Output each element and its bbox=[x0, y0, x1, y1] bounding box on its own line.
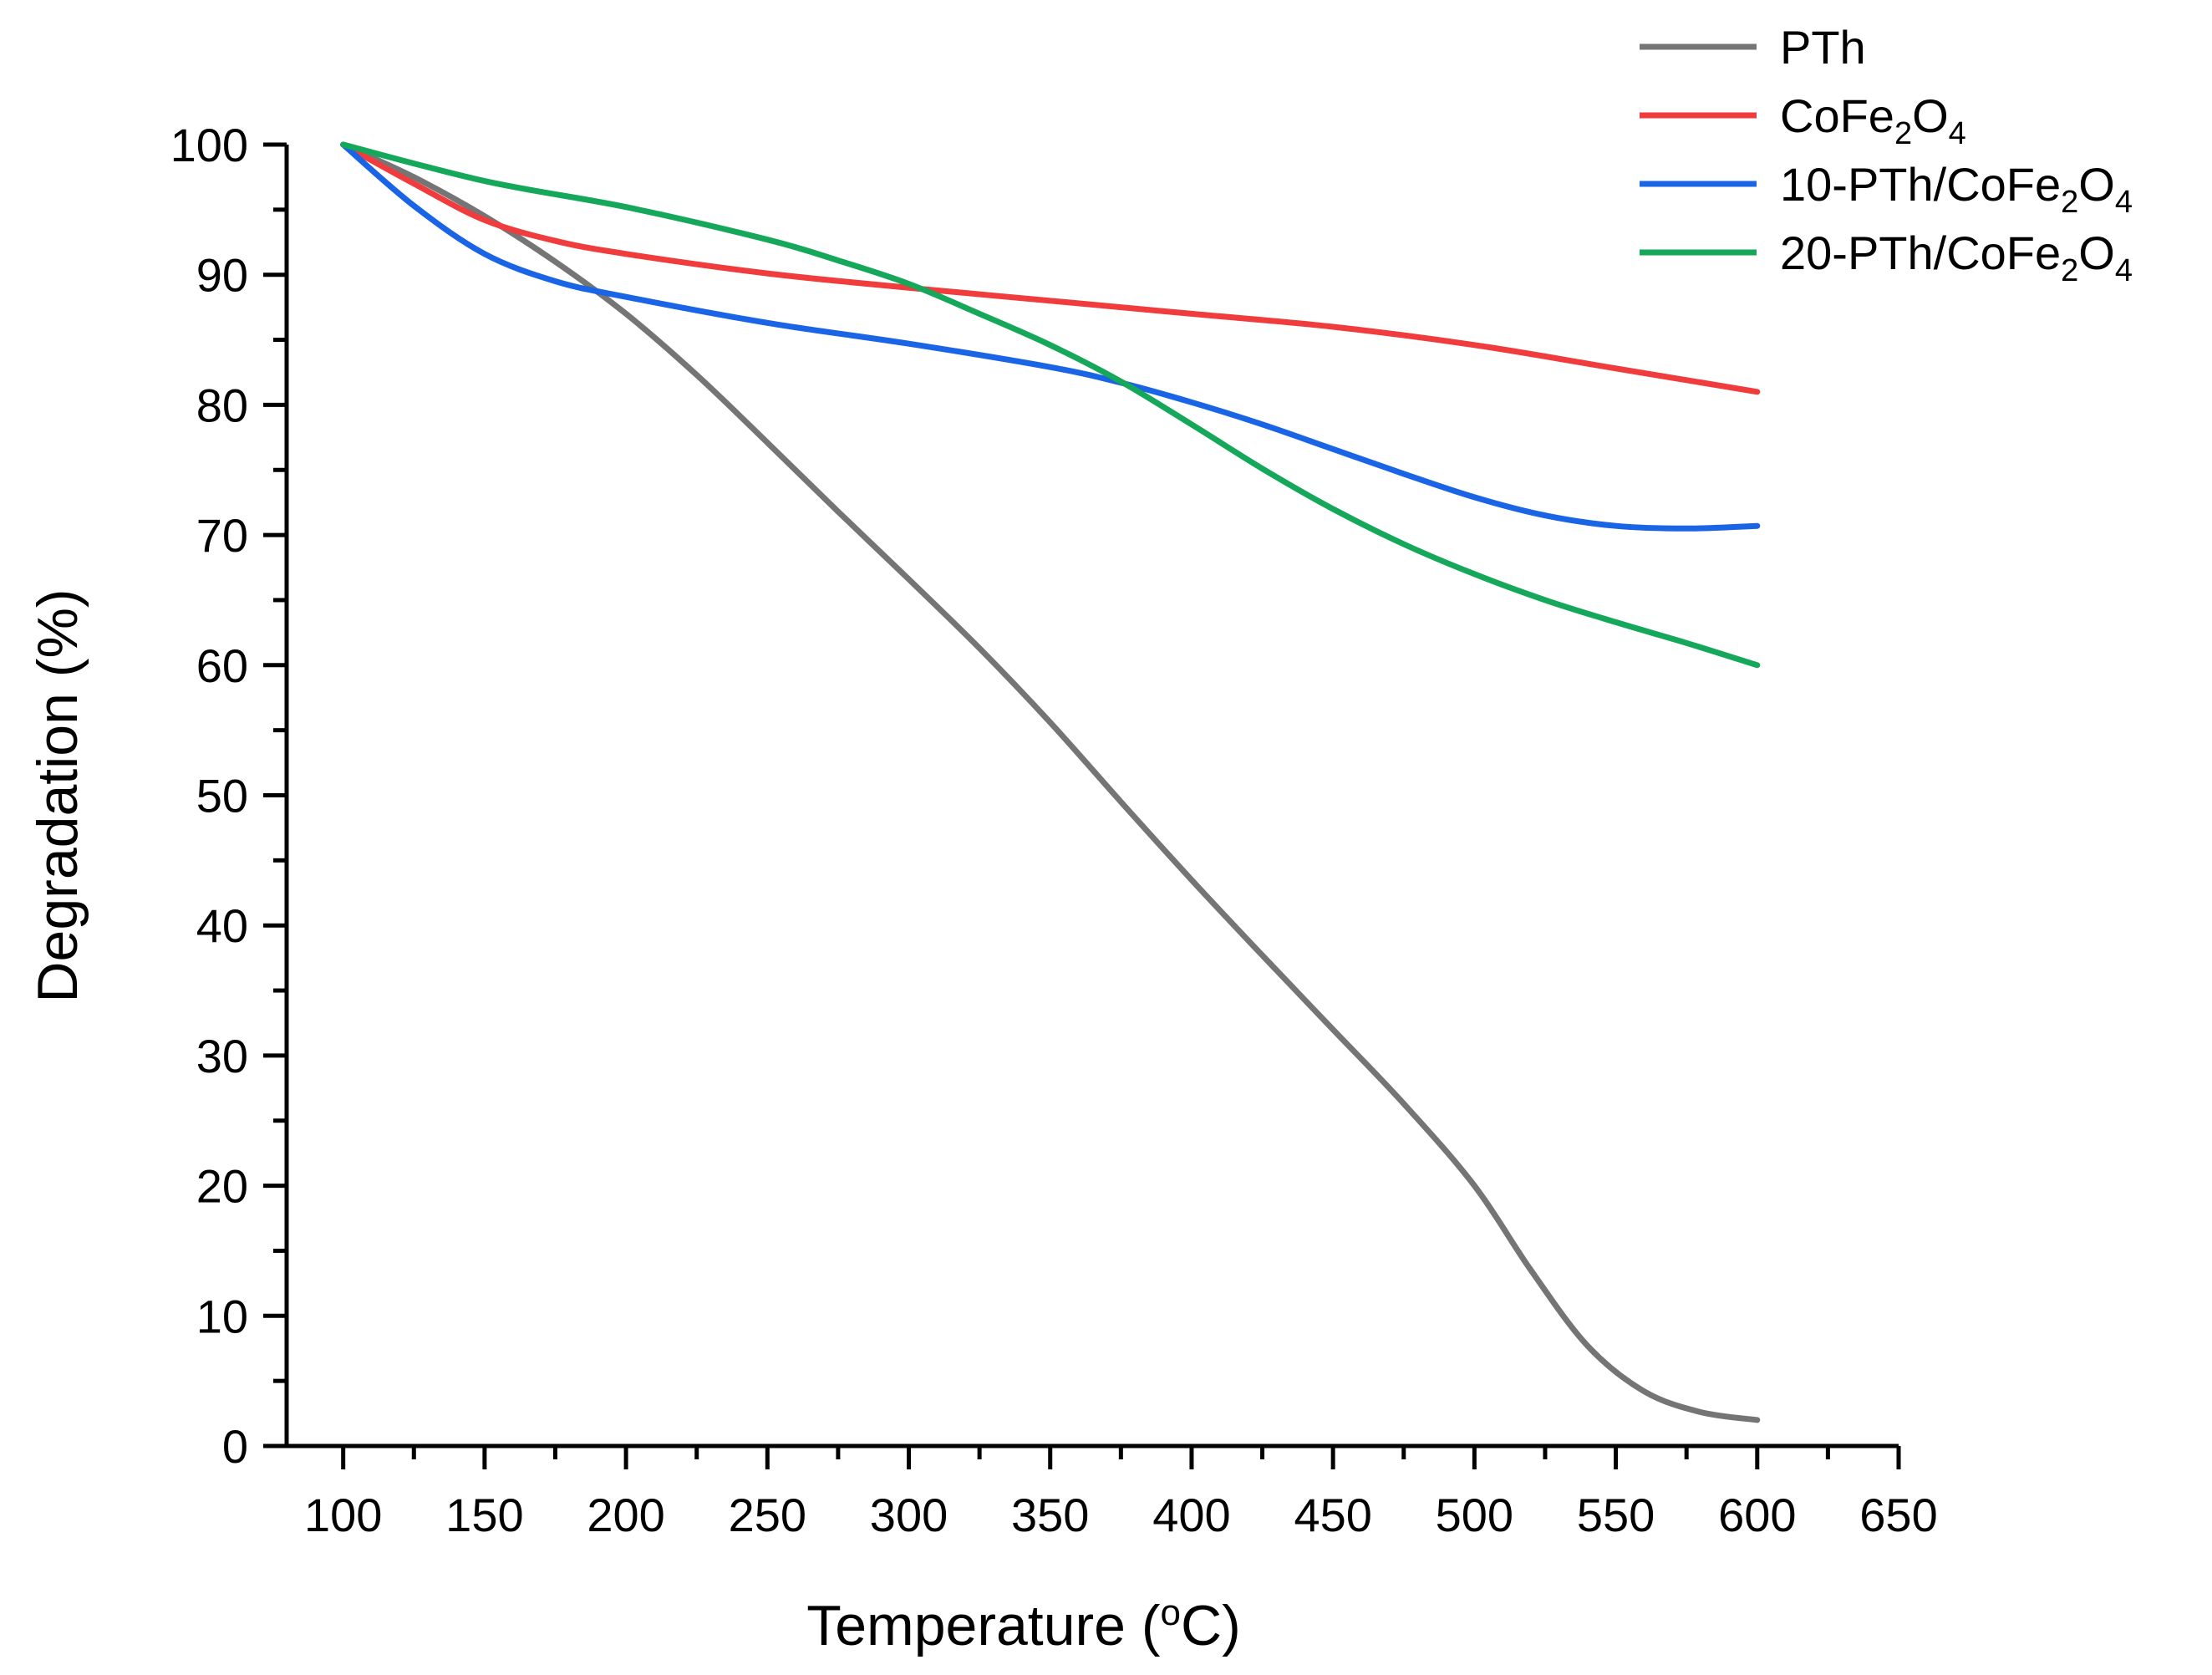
legend-label: 10-PTh/CoFe2O4 bbox=[1780, 158, 2133, 220]
x-axis-title-end: C) bbox=[1181, 1594, 1241, 1657]
x-tick-label: 250 bbox=[729, 1489, 806, 1541]
x-tick-label: 200 bbox=[587, 1489, 664, 1541]
y-tick-label: 100 bbox=[170, 119, 248, 171]
series-line-1 bbox=[340, 141, 1761, 395]
legend: PTh CoFe2O4 10-PTh/CoFe2O4 20-PTh/CoFe2O4 bbox=[1640, 21, 2133, 288]
x-tick-label: 300 bbox=[870, 1489, 948, 1541]
legend-label: PTh bbox=[1780, 21, 1866, 74]
x-tick-label: 600 bbox=[1718, 1489, 1796, 1541]
y-tick-label: 20 bbox=[196, 1160, 248, 1213]
plot-lines bbox=[340, 141, 1761, 1423]
x-tick-label: 400 bbox=[1152, 1489, 1230, 1541]
x-tick-label: 650 bbox=[1859, 1489, 1937, 1541]
y-tick-label: 10 bbox=[196, 1290, 248, 1342]
x-tick-label: 550 bbox=[1577, 1489, 1655, 1541]
series-line-0 bbox=[340, 141, 1761, 1423]
axes: 0 10 20 30 40 50 60 70 80 90 100 100 150 200 250 300 350… bbox=[170, 119, 1938, 1541]
x-tick-label: 450 bbox=[1294, 1489, 1371, 1541]
legend-label: 20-PTh/CoFe2O4 bbox=[1780, 227, 2133, 288]
y-axis-title: Degradation (%) bbox=[26, 588, 89, 1002]
x-tick-label: 150 bbox=[445, 1489, 523, 1541]
y-tick-label: 40 bbox=[196, 899, 248, 952]
y-tick-label: 0 bbox=[222, 1420, 248, 1473]
y-tick-label: 70 bbox=[196, 509, 248, 562]
y-tick-label: 80 bbox=[196, 379, 248, 431]
x-axis-title-degree: o bbox=[1161, 1592, 1181, 1633]
legend-label: CoFe2O4 bbox=[1780, 89, 1966, 151]
y-tick-label: 60 bbox=[196, 639, 248, 692]
y-tick-label: 30 bbox=[196, 1030, 248, 1082]
x-tick-label: 500 bbox=[1436, 1489, 1513, 1541]
x-axis-title: Temperature (oC) bbox=[806, 1592, 1241, 1658]
y-tick-label: 90 bbox=[196, 249, 248, 302]
series-line-2 bbox=[340, 141, 1761, 532]
x-axis-title-main: Temperature ( bbox=[806, 1594, 1161, 1657]
x-tick-label: 350 bbox=[1011, 1489, 1089, 1541]
series-line-3 bbox=[340, 141, 1761, 669]
y-tick-label: 50 bbox=[196, 770, 248, 822]
x-tick-label: 100 bbox=[304, 1489, 382, 1541]
